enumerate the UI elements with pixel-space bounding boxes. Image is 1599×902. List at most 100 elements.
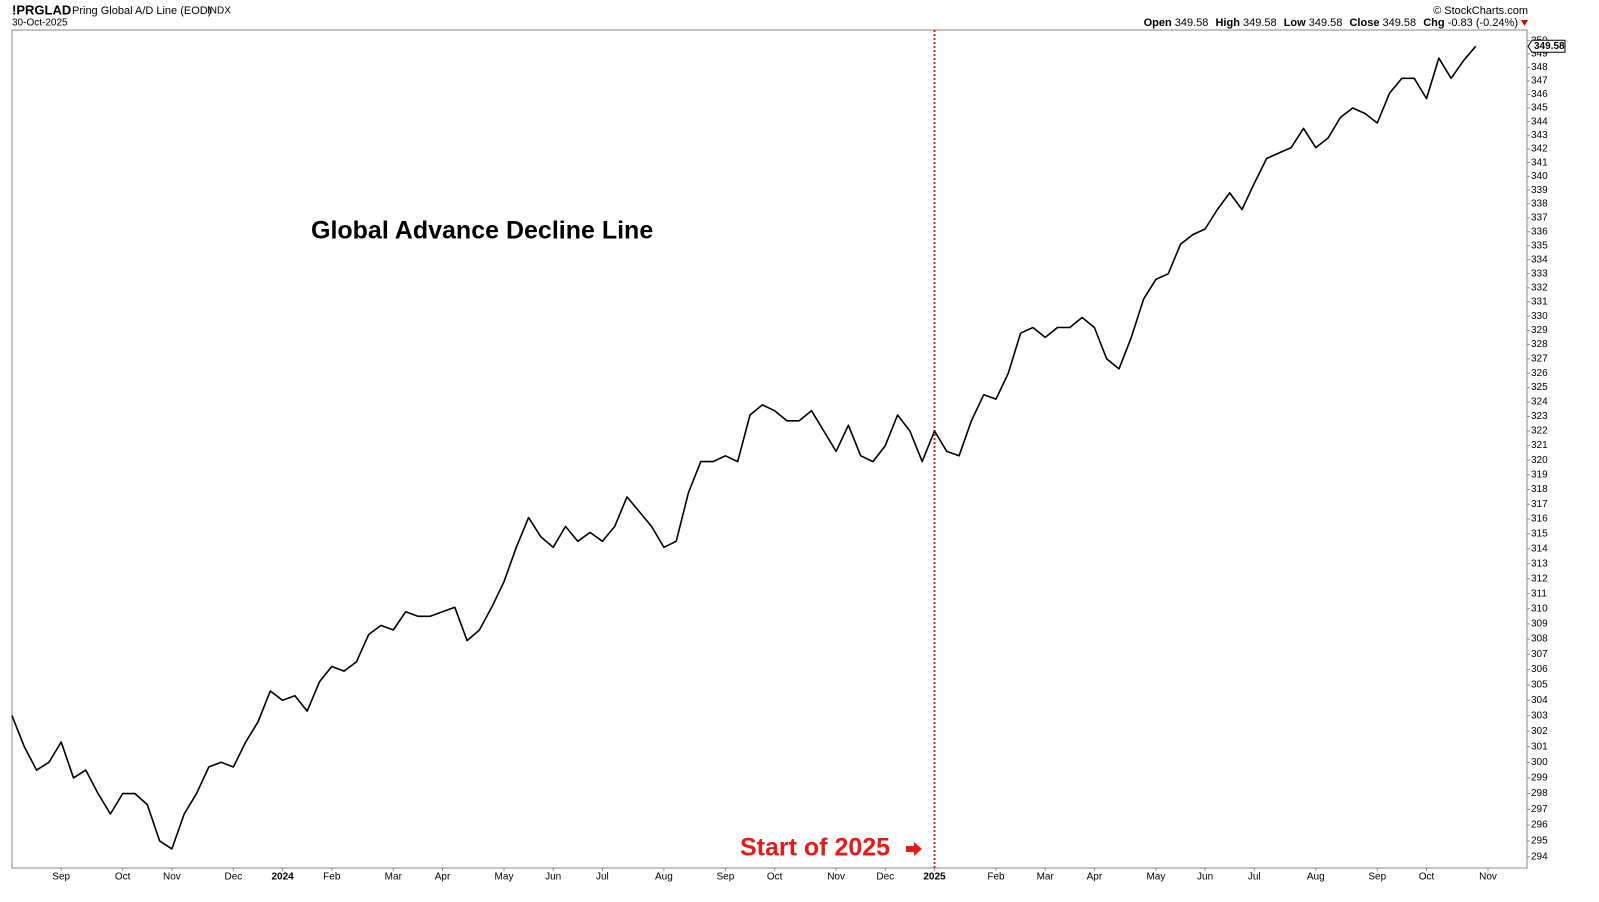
y-tick-label: 300 — [1531, 757, 1548, 768]
y-tick-label: 338 — [1531, 199, 1548, 210]
y-tick-label: 323 — [1531, 411, 1548, 422]
credit: © StockCharts.com — [1433, 5, 1528, 17]
instrument-name: Pring Global A/D Line (EOD) — [72, 5, 211, 17]
close-label: Close — [1349, 17, 1379, 29]
x-tick-label: Dec — [876, 872, 894, 883]
y-tick-label: 315 — [1531, 529, 1548, 540]
date: 30-Oct-2025 — [12, 18, 68, 29]
x-tick-label: Feb — [987, 872, 1005, 883]
x-tick-label: Dec — [225, 872, 243, 883]
y-tick-label: 333 — [1531, 268, 1548, 279]
x-tick-label: 2024 — [271, 872, 294, 883]
y-tick-label: 334 — [1531, 254, 1548, 265]
y-tick-label: 308 — [1531, 634, 1548, 645]
y-tick-label: 346 — [1531, 89, 1548, 100]
y-tick-label: 312 — [1531, 573, 1548, 584]
x-tick-label: Sep — [52, 872, 70, 883]
x-tick-label: Oct — [1419, 872, 1435, 883]
x-tick-label: Apr — [1087, 872, 1103, 883]
x-tick-label: Sep — [1368, 872, 1386, 883]
annotation: Start of 2025 — [740, 834, 890, 862]
x-tick-label: Mar — [385, 872, 403, 883]
x-tick-label: Nov — [1479, 872, 1497, 883]
y-tick-label: 314 — [1531, 543, 1548, 554]
y-tick-label: 335 — [1531, 240, 1548, 251]
y-tick-label: 294 — [1531, 851, 1548, 862]
x-tick-label: Apr — [435, 872, 451, 883]
down-arrow — [1521, 20, 1528, 26]
y-tick-label: 303 — [1531, 710, 1548, 721]
x-tick-label: May — [1146, 872, 1165, 883]
open-label: Open — [1144, 17, 1172, 29]
high-label: High — [1215, 17, 1240, 29]
y-tick-label: 306 — [1531, 664, 1548, 675]
x-tick-label: Jun — [1197, 872, 1213, 883]
x-tick-label: Oct — [115, 872, 131, 883]
x-tick-label: Aug — [1307, 872, 1325, 883]
last-value-box — [1527, 39, 1566, 53]
x-tick-label: Oct — [767, 872, 783, 883]
quote-line: Open 349.58 High 349.58 Low 349.58 Close… — [1144, 17, 1518, 29]
y-tick-label: 329 — [1531, 325, 1548, 336]
y-tick-label: 343 — [1531, 130, 1548, 141]
symbol: !PRGLAD — [12, 2, 71, 17]
x-tick-label: Aug — [655, 872, 673, 883]
y-tick-label: 305 — [1531, 680, 1548, 691]
chg: -0.83 (-0.24%) — [1448, 17, 1518, 29]
x-tick-label: Jul — [596, 872, 609, 883]
y-tick-label: 336 — [1531, 226, 1548, 237]
low-label: Low — [1284, 17, 1306, 29]
y-tick-label: 313 — [1531, 558, 1548, 569]
y-tick-label: 301 — [1531, 741, 1548, 752]
y-tick-label: 339 — [1531, 185, 1548, 196]
y-tick-label: 297 — [1531, 804, 1548, 815]
annotation-arrow — [906, 842, 922, 856]
y-tick-label: 344 — [1531, 116, 1548, 127]
y-tick-label: 307 — [1531, 649, 1548, 660]
y-tick-label: 345 — [1531, 103, 1548, 114]
x-tick-label: Nov — [163, 872, 181, 883]
x-tick-label: Nov — [827, 872, 845, 883]
x-tick-label: Mar — [1037, 872, 1055, 883]
close: 349.58 — [1383, 17, 1417, 29]
y-tick-label: 310 — [1531, 603, 1548, 614]
chg-label: Chg — [1423, 17, 1444, 29]
y-tick-label: 337 — [1531, 213, 1548, 224]
y-tick-label: 327 — [1531, 354, 1548, 365]
y-tick-label: 304 — [1531, 695, 1548, 706]
y-tick-label: 331 — [1531, 297, 1548, 308]
last-value-label: 349.58 — [1534, 41, 1565, 52]
y-tick-label: 302 — [1531, 726, 1548, 737]
high: 349.58 — [1243, 17, 1277, 29]
y-tick-label: 298 — [1531, 788, 1548, 799]
x-tick-label: Sep — [717, 872, 735, 883]
y-tick-label: 318 — [1531, 484, 1548, 495]
y-tick-label: 332 — [1531, 282, 1548, 293]
x-tick-label: Feb — [323, 872, 341, 883]
y-tick-label: 316 — [1531, 514, 1548, 525]
y-tick-label: 349 — [1531, 49, 1548, 60]
y-tick-label: 295 — [1531, 836, 1548, 847]
x-tick-label: May — [495, 872, 514, 883]
y-tick-label: 325 — [1531, 382, 1548, 393]
x-tick-label: Jun — [545, 872, 561, 883]
chart-title: Global Advance Decline Line — [311, 217, 653, 245]
y-tick-label: 348 — [1531, 62, 1548, 73]
y-tick-label: 299 — [1531, 773, 1548, 784]
y-tick-label: 330 — [1531, 311, 1548, 322]
y-tick-label: 326 — [1531, 368, 1548, 379]
y-tick-label: 309 — [1531, 619, 1548, 630]
y-tick-label: 320 — [1531, 455, 1548, 466]
y-tick-label: 319 — [1531, 469, 1548, 480]
low: 349.58 — [1309, 17, 1343, 29]
y-tick-label: 322 — [1531, 426, 1548, 437]
y-tick-label: 328 — [1531, 339, 1548, 350]
plot-frame — [11, 29, 1528, 869]
x-tick-label: Jul — [1248, 872, 1261, 883]
exchange: INDX — [207, 6, 231, 17]
y-tick-label: 311 — [1531, 588, 1547, 599]
y-tick-label: 324 — [1531, 397, 1548, 408]
y-tick-label: 317 — [1531, 499, 1548, 510]
